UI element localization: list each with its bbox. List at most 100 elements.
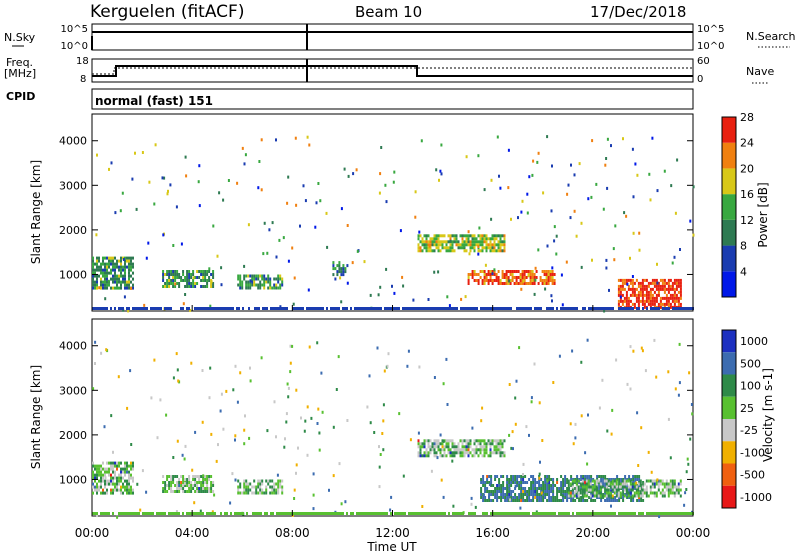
heatmap-cell (524, 493, 527, 496)
heatmap-cell (450, 307, 452, 310)
heatmap-cell (599, 485, 602, 489)
heatmap-cell (639, 491, 642, 495)
heatmap-cell (669, 456, 672, 460)
heatmap-cell (673, 491, 676, 495)
heatmap-cell (227, 179, 230, 182)
heatmap-cell (212, 307, 214, 310)
heatmap-cell (144, 307, 146, 310)
heatmap-cell (445, 243, 448, 247)
heatmap-cell (340, 502, 343, 506)
heatmap-cell (488, 483, 491, 487)
heatmap-cell (296, 512, 298, 515)
heatmap-cell (132, 286, 134, 290)
heatmap-cell (445, 240, 448, 244)
heatmap-cell (661, 494, 664, 498)
heatmap-cell (506, 481, 509, 484)
heatmap-cell (445, 439, 448, 443)
heatmap-cell (495, 442, 498, 446)
heatmap-cell (108, 262, 110, 266)
heatmap-cell (98, 470, 100, 474)
heatmap-cell (617, 491, 620, 495)
heatmap-cell (510, 499, 513, 502)
heatmap-cell (483, 442, 486, 446)
heatmap-cell (168, 481, 171, 484)
heatmap-cell (651, 287, 654, 291)
heatmap-cell (102, 488, 104, 492)
heatmap-cell (629, 287, 632, 291)
heatmap-cell (580, 265, 583, 269)
heatmap-cell (535, 270, 538, 273)
heatmap-cell (499, 249, 502, 253)
heatmap-cell (661, 284, 664, 288)
heatmap-cell (176, 368, 179, 372)
heatmap-cell (515, 282, 518, 285)
heatmap-cell (261, 491, 264, 495)
heatmap-cell (166, 285, 169, 288)
heatmap-cell (358, 307, 360, 310)
heatmap-cell (118, 512, 120, 515)
heatmap-cell (245, 479, 248, 483)
heatmap-cell (130, 274, 132, 278)
heatmap-cell (553, 239, 556, 243)
heatmap-cell (106, 491, 108, 495)
heatmap-cell (643, 491, 646, 495)
heatmap-cell (100, 464, 102, 468)
heatmap-cell (178, 282, 181, 285)
heatmap-cell (669, 485, 672, 489)
heatmap-cell (671, 287, 674, 291)
heatmap-cell (471, 234, 474, 238)
heatmap-cell (462, 307, 464, 310)
heatmap-cell (92, 491, 94, 495)
heatmap-cell (474, 505, 477, 509)
heatmap-cell (94, 271, 96, 275)
heatmap-cell (552, 496, 555, 499)
heatmap-cell (421, 445, 424, 449)
heatmap-cell (619, 287, 622, 291)
heatmap-cell (166, 273, 169, 276)
heatmap-cell (495, 243, 498, 247)
heatmap-cell (529, 273, 532, 276)
heatmap-cell (366, 307, 368, 310)
heatmap-cell (562, 481, 565, 484)
heatmap-cell (124, 259, 126, 263)
heatmap-cell (520, 484, 523, 487)
heatmap-cell (316, 307, 318, 310)
heatmap-cell (379, 172, 382, 176)
heatmap-cell (271, 221, 274, 225)
heatmap-cell (92, 277, 94, 281)
heatmap-cell (393, 291, 396, 295)
heatmap-cell (154, 143, 157, 147)
heatmap-cell (484, 484, 487, 487)
heatmap-cell (623, 278, 626, 282)
heatmap-cell (607, 482, 610, 486)
colorbar-swatch (722, 245, 736, 272)
heatmap-cell (282, 307, 284, 310)
heatmap-cell (508, 279, 511, 283)
heatmap-cell (662, 307, 664, 310)
heatmap-cell (488, 499, 491, 502)
heatmap-cell (321, 410, 324, 414)
heatmap-cell (591, 479, 594, 483)
heatmap-cell (671, 261, 674, 265)
heatmap-cell (546, 490, 549, 493)
heatmap-cell (635, 488, 638, 492)
heatmap-cell (593, 482, 596, 486)
heatmap-cell (435, 234, 438, 238)
heatmap-cell (692, 233, 695, 237)
heatmap-cell (188, 487, 191, 490)
heatmap-cell (110, 259, 112, 263)
heatmap-cell (593, 479, 596, 483)
heatmap-cell (480, 487, 483, 490)
heatmap-cell (649, 302, 652, 306)
heatmap-cell (632, 195, 635, 199)
heatmap-cell (114, 268, 116, 272)
heatmap-cell (162, 233, 165, 237)
heatmap-cell (180, 276, 183, 279)
heatmap-cell (126, 467, 128, 471)
heatmap-cell (465, 442, 468, 446)
heatmap-cell (204, 475, 207, 478)
heatmap-cell (538, 496, 541, 499)
heatmap-cell (126, 470, 128, 474)
heatmap-cell (493, 268, 496, 272)
heatmap-cell (547, 282, 550, 285)
